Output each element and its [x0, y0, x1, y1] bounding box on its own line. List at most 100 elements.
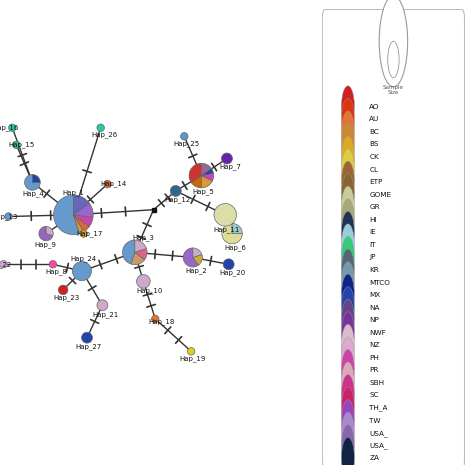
Circle shape — [73, 262, 91, 281]
Circle shape — [341, 324, 355, 366]
Text: MX: MX — [369, 292, 381, 298]
Circle shape — [341, 349, 355, 392]
Circle shape — [152, 315, 159, 323]
Wedge shape — [193, 255, 202, 265]
Text: Hap_14: Hap_14 — [100, 181, 127, 188]
Wedge shape — [222, 223, 242, 244]
Text: USA_: USA_ — [369, 430, 388, 437]
Wedge shape — [201, 168, 213, 175]
Text: AO: AO — [369, 104, 380, 110]
Text: ZA: ZA — [369, 455, 379, 461]
Text: Hap_8: Hap_8 — [46, 268, 67, 274]
Text: Hap_15: Hap_15 — [9, 141, 35, 148]
Circle shape — [223, 259, 234, 270]
Circle shape — [341, 337, 355, 379]
Circle shape — [341, 287, 355, 328]
Circle shape — [341, 186, 355, 228]
Circle shape — [221, 153, 232, 164]
Text: IE: IE — [369, 229, 376, 235]
Circle shape — [341, 148, 355, 191]
Wedge shape — [73, 215, 90, 231]
Wedge shape — [131, 252, 145, 264]
Wedge shape — [201, 175, 212, 188]
Wedge shape — [201, 173, 214, 181]
Circle shape — [97, 124, 104, 132]
Text: PR: PR — [369, 367, 379, 374]
Wedge shape — [73, 195, 90, 215]
Circle shape — [341, 299, 355, 341]
Text: Hap_13: Hap_13 — [0, 213, 17, 220]
Text: NZ: NZ — [369, 342, 380, 348]
Text: Hap_16: Hap_16 — [0, 124, 18, 131]
Circle shape — [13, 141, 20, 149]
Text: Hap_19: Hap_19 — [180, 356, 206, 362]
Wedge shape — [32, 174, 40, 182]
Circle shape — [80, 230, 87, 237]
Circle shape — [58, 285, 68, 295]
Circle shape — [9, 124, 16, 132]
Text: KR: KR — [369, 267, 379, 273]
Text: Hap_3: Hap_3 — [132, 234, 154, 241]
Circle shape — [341, 249, 355, 291]
Circle shape — [5, 213, 12, 220]
Circle shape — [341, 99, 355, 140]
Text: Hap_11: Hap_11 — [214, 227, 240, 233]
Circle shape — [341, 86, 355, 128]
Circle shape — [341, 274, 355, 316]
Text: JP: JP — [369, 255, 376, 260]
Text: Hap_22: Hap_22 — [0, 261, 11, 268]
Text: Hap_25: Hap_25 — [173, 140, 199, 147]
Text: Hap_10: Hap_10 — [137, 288, 163, 294]
Text: CL: CL — [369, 166, 378, 173]
Text: Hap_12: Hap_12 — [164, 196, 191, 203]
Circle shape — [97, 300, 108, 311]
Circle shape — [341, 400, 355, 441]
Circle shape — [341, 211, 355, 253]
Text: NA: NA — [369, 305, 380, 310]
Circle shape — [82, 332, 92, 343]
Circle shape — [341, 124, 355, 165]
Text: Hap_23: Hap_23 — [54, 294, 80, 301]
Wedge shape — [73, 203, 93, 217]
Circle shape — [181, 133, 188, 140]
Circle shape — [341, 111, 355, 153]
Circle shape — [341, 161, 355, 203]
Circle shape — [341, 312, 355, 354]
Text: Sample
Size: Sample Size — [383, 84, 404, 95]
Wedge shape — [232, 223, 242, 234]
Wedge shape — [135, 240, 146, 252]
Text: Hap_7: Hap_7 — [219, 164, 241, 170]
Text: Hap_26: Hap_26 — [91, 131, 118, 137]
Circle shape — [388, 41, 399, 78]
Wedge shape — [46, 227, 53, 236]
Text: TH_A: TH_A — [369, 405, 388, 411]
Wedge shape — [135, 248, 147, 260]
Text: BS: BS — [369, 141, 379, 147]
Text: GR: GR — [369, 204, 380, 210]
Text: HI: HI — [369, 217, 377, 223]
Text: BC: BC — [369, 129, 379, 135]
Text: SBH: SBH — [369, 380, 384, 386]
Text: ETP: ETP — [369, 179, 383, 185]
Circle shape — [341, 438, 355, 474]
Circle shape — [187, 347, 195, 355]
FancyBboxPatch shape — [322, 9, 465, 469]
Text: Hap_1: Hap_1 — [63, 189, 84, 196]
Circle shape — [341, 224, 355, 266]
Text: Hap_2: Hap_2 — [185, 267, 207, 274]
Text: NP: NP — [369, 317, 379, 323]
Wedge shape — [39, 227, 53, 241]
Text: SC: SC — [369, 392, 379, 399]
Circle shape — [341, 425, 355, 466]
Circle shape — [170, 185, 181, 196]
Text: Hap_27: Hap_27 — [76, 344, 102, 350]
Circle shape — [341, 237, 355, 278]
Wedge shape — [191, 175, 201, 188]
Text: Hap_20: Hap_20 — [219, 269, 246, 276]
Text: Hap_5: Hap_5 — [192, 188, 214, 195]
Wedge shape — [73, 215, 93, 227]
Text: AU: AU — [369, 116, 380, 122]
Circle shape — [341, 173, 355, 216]
Wedge shape — [54, 195, 80, 235]
Wedge shape — [201, 163, 211, 175]
